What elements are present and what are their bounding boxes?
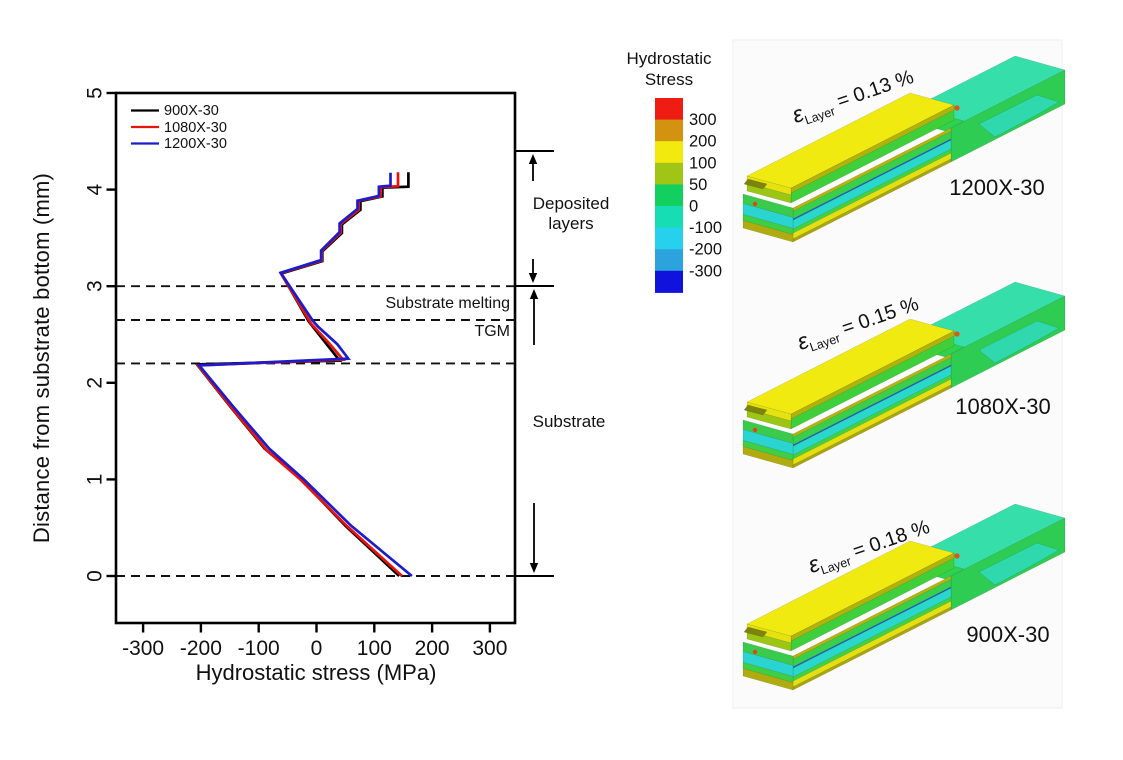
colorbar-label--200: -200 bbox=[689, 241, 722, 259]
colorbar-segment-3 bbox=[655, 162, 683, 185]
x-tick-label: -100 bbox=[238, 637, 280, 660]
colorbar-label-300: 300 bbox=[689, 111, 717, 129]
colorbar-title-line2: Stress bbox=[644, 70, 694, 89]
x-tick-label: 300 bbox=[472, 637, 507, 660]
annotation-substrate: Substrate bbox=[532, 412, 606, 431]
colorbar-label--300: -300 bbox=[689, 262, 722, 280]
arrow-deposited-bottom-head bbox=[528, 273, 538, 283]
bar-face bbox=[742, 668, 794, 691]
deposited-layers-line2: layers bbox=[548, 214, 594, 233]
y-tick-label: 4 bbox=[84, 183, 107, 195]
render-name-900x30: 900X-30 bbox=[966, 622, 1050, 647]
x-tick-label: -300 bbox=[122, 637, 164, 660]
colorbar-title: Hydrostatic Stress bbox=[614, 48, 724, 90]
y-tick-label: 3 bbox=[84, 280, 107, 292]
colorbar-segment-8 bbox=[655, 270, 683, 293]
colorbar-segment-2 bbox=[655, 141, 683, 164]
colorbar-segment-0 bbox=[655, 98, 683, 121]
arrow-substrate-top-head bbox=[529, 289, 539, 299]
series-900X-30 bbox=[194, 172, 410, 577]
colorbar-title-line1: Hydrostatic bbox=[626, 49, 712, 68]
colorbar-segment-1 bbox=[655, 119, 683, 142]
bar-face bbox=[743, 626, 768, 638]
x-tick-label: -200 bbox=[180, 637, 222, 660]
plot-border bbox=[114, 91, 517, 625]
y-tick-label: 0 bbox=[84, 570, 107, 582]
stress-hotspot bbox=[954, 553, 960, 559]
y-tick-label: 2 bbox=[84, 377, 107, 389]
render-name-1200x30: 1200X-30 bbox=[949, 175, 1045, 200]
bar-face bbox=[746, 630, 792, 652]
bar-face bbox=[746, 182, 792, 204]
x-tick-label: 100 bbox=[357, 637, 392, 660]
y-tick-label: 1 bbox=[84, 474, 107, 486]
colorbar-label--100: -100 bbox=[689, 219, 722, 237]
deposited-layers-line1: Deposited bbox=[532, 194, 610, 213]
annotation-deposited-layers: Deposited layers bbox=[518, 194, 624, 234]
bar-face bbox=[746, 92, 955, 189]
bar-face bbox=[742, 446, 794, 469]
render-1080x30 bbox=[742, 281, 1066, 469]
stress-hotspot bbox=[954, 331, 960, 337]
stress-hotspot bbox=[752, 201, 758, 207]
bar-face bbox=[743, 404, 768, 416]
annotation-substrate-melting: Substrate melting bbox=[385, 295, 510, 312]
colorbar-segment-6 bbox=[655, 227, 683, 250]
colorbar-segment-5 bbox=[655, 206, 683, 229]
arrow-deposited-top-head bbox=[528, 154, 538, 164]
series-1200X-30 bbox=[196, 172, 413, 578]
series-1080X-30 bbox=[195, 172, 403, 578]
bar-face bbox=[746, 540, 955, 637]
legend-entry-1080x30: 1080X-30 bbox=[164, 119, 227, 136]
stress-hotspot bbox=[752, 427, 758, 433]
colorbar-label-100: 100 bbox=[689, 154, 717, 172]
colorbar-label-200: 200 bbox=[689, 133, 717, 151]
x-tick-label: 0 bbox=[311, 637, 323, 660]
colorbar-label-0: 0 bbox=[689, 198, 698, 216]
x-axis-label: Hydrostatic stress (MPa) bbox=[195, 660, 437, 685]
x-tick-label: 200 bbox=[415, 637, 450, 660]
render-name-1080x30: 1080X-30 bbox=[955, 394, 1051, 419]
stress-hotspot bbox=[752, 649, 758, 655]
render-900x30 bbox=[742, 503, 1066, 691]
legend-entry-1200x30: 1200X-30 bbox=[164, 136, 227, 152]
colorbar-segment-7 bbox=[655, 249, 683, 272]
bar-face bbox=[742, 220, 794, 243]
y-tick-label: 5 bbox=[84, 87, 107, 99]
stress-hotspot bbox=[954, 105, 960, 111]
bar-face bbox=[746, 408, 792, 430]
bar-face bbox=[978, 542, 1060, 586]
colorbar-segment-4 bbox=[655, 184, 683, 207]
bar-face bbox=[978, 94, 1060, 138]
render-1200x30 bbox=[742, 55, 1066, 243]
bar-face bbox=[746, 318, 955, 415]
bar-face bbox=[743, 178, 768, 190]
colorbar-label-50: 50 bbox=[689, 176, 707, 194]
y-axis-label: Distance from substrate bottom (mm) bbox=[29, 172, 54, 544]
bar-face bbox=[978, 320, 1060, 364]
arrow-substrate-bottom-head bbox=[529, 563, 539, 573]
annotation-tgm: TGM bbox=[474, 323, 510, 340]
legend-entry-900x30: 900X-30 bbox=[164, 103, 219, 119]
